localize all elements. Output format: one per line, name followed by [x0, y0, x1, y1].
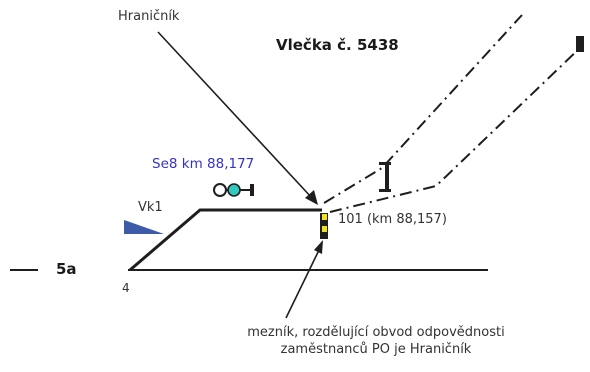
note-line-2: zaměstnanců PO je Hraničník [280, 342, 472, 357]
note-pointer [285, 247, 321, 319]
marker-101-icon [320, 213, 328, 239]
note-text: mezník, rozdělující obvod odpovědnosti z… [190, 324, 562, 358]
signal-label: Se8 km 88,177 [152, 156, 255, 172]
siding-track [129, 208, 322, 272]
switch-4-label: 4 [122, 281, 130, 295]
diagram-title: Vlečka č. 5438 [276, 36, 399, 54]
boundary-line-lower [329, 45, 583, 213]
note-line-1: mezník, rozdělující obvod odpovědnosti [247, 325, 505, 340]
hranicnik-arrowhead [305, 190, 318, 205]
stop-marker-icon [379, 162, 391, 192]
hranicnik-pointer [157, 31, 313, 199]
note-arrowhead [314, 240, 323, 254]
hranicnik-label: Hraničník [118, 9, 180, 24]
vk1-label: Vk1 [138, 200, 163, 215]
stop-marker-icon [576, 36, 584, 52]
signal-se8-icon [213, 183, 254, 197]
marker-101-label: 101 (km 88,157) [338, 212, 447, 227]
vk1-sign-icon [124, 220, 164, 234]
track-5a-label: 5a [56, 260, 77, 278]
